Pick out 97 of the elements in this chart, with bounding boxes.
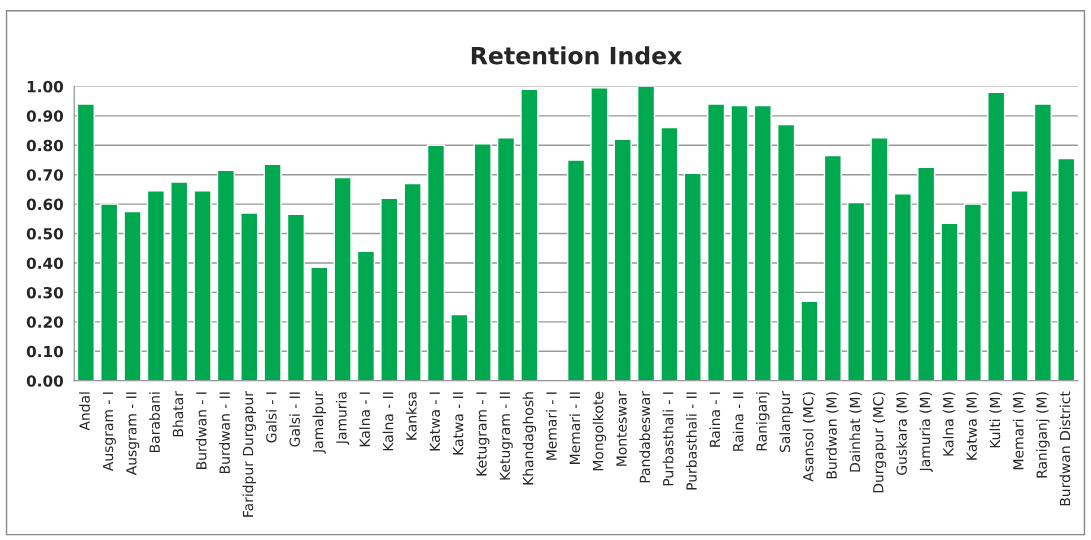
- x-tick-label: Kulti (M): [989, 392, 1002, 448]
- x-tick-label: Memari (M): [1012, 392, 1026, 470]
- x-tick-label: Burdwan (M): [826, 392, 839, 479]
- bar: [566, 159, 586, 381]
- y-tick-label: 0.50: [26, 228, 64, 240]
- x-tick-label: Kalna - II: [382, 392, 394, 451]
- bar: [823, 154, 842, 381]
- x-tick-label: Faridpur Durgapur: [242, 391, 256, 517]
- x-tick-label: Burdwan District: [1059, 391, 1071, 506]
- x-tick-label: Pandabeswar: [639, 391, 651, 483]
- bar: [310, 266, 329, 381]
- bar: [893, 193, 912, 381]
- y-tick-label: 1.00: [27, 80, 64, 93]
- bar: [1057, 157, 1076, 381]
- x-tick-label: Ketugram - II: [499, 392, 513, 480]
- bar: [940, 222, 959, 381]
- bar: [660, 126, 679, 381]
- bar: [1010, 190, 1029, 381]
- x-tick-label: Burdwan - II: [219, 392, 230, 474]
- bar: [170, 181, 189, 381]
- bar: [636, 86, 656, 381]
- bar: [730, 104, 749, 381]
- x-tick-label: Purbasthali - I: [662, 392, 674, 486]
- bar: [753, 104, 772, 381]
- bar: [450, 313, 469, 381]
- y-tick-label: 0.10: [26, 345, 64, 358]
- bar: [333, 176, 352, 381]
- x-tick-label: Kalna - I: [359, 392, 370, 447]
- x-tick-label: Raina - II: [732, 392, 744, 451]
- x-tick-label: Memari - I: [545, 392, 557, 460]
- x-tick-label: Guskara (M): [896, 392, 909, 475]
- x-tick-label: Monteswar: [616, 391, 627, 466]
- bar: [146, 190, 165, 381]
- bar: [963, 203, 982, 381]
- y-tick-label: 0.40: [26, 257, 64, 269]
- x-tick-label: Burdwan - I: [195, 392, 207, 469]
- x-tick-label: Ausgram - I: [102, 392, 116, 472]
- x-tick-label: Mongolkote: [592, 391, 607, 471]
- x-tick-label: Galsi - I: [265, 392, 277, 443]
- bar: [263, 163, 282, 381]
- x-tick-label: Andal: [79, 392, 90, 431]
- y-tick-label: 0.20: [26, 316, 64, 328]
- bar: [613, 138, 632, 381]
- x-tick-label: Raina - I: [709, 392, 721, 447]
- bar: [193, 190, 212, 381]
- bar: [356, 250, 376, 381]
- y-tick-label: 0.60: [26, 198, 64, 211]
- bar: [800, 300, 819, 381]
- y-tick-label: 0.70: [26, 169, 64, 181]
- x-tick-label: Memari - II: [569, 392, 581, 464]
- bar: [403, 182, 422, 381]
- x-tick-label: Jamuria: [335, 392, 350, 445]
- x-tick-label: Purbasthali - II: [686, 392, 697, 490]
- x-tick-label: Galsi - II: [289, 392, 300, 447]
- bar: [777, 123, 796, 381]
- x-tick-label: Khandaghosh: [522, 392, 537, 485]
- x-tick-label: Bhatar: [172, 391, 184, 437]
- y-tick-label: 0.00: [26, 375, 64, 387]
- x-tick-label: Katwa - II: [453, 392, 464, 455]
- bar: [590, 87, 609, 381]
- bar: [917, 166, 936, 381]
- bar: [496, 137, 516, 381]
- bar: [123, 210, 142, 381]
- bar: [240, 212, 259, 381]
- x-tick-label: Barabani: [149, 392, 160, 452]
- x-tick-label: Katwa (M): [966, 392, 979, 460]
- x-tick-label: Jamalpur: [312, 391, 326, 454]
- chart-title: Retention Index: [471, 46, 683, 65]
- bar: [987, 91, 1006, 381]
- bar: [847, 201, 866, 381]
- bar: [426, 144, 446, 381]
- bar: [216, 169, 236, 381]
- bar: [870, 137, 889, 381]
- bar: [380, 197, 399, 381]
- x-tick-label: Kalna (M): [942, 392, 956, 456]
- bar: [683, 172, 702, 381]
- x-tick-label: Raniganj (M): [1036, 392, 1050, 478]
- bar: [286, 213, 306, 381]
- x-tick-label: Ketugram - I: [476, 392, 490, 476]
- y-tick-label: 0.30: [26, 286, 64, 299]
- bar: [1033, 103, 1052, 381]
- x-tick-label: Asansol (MC): [802, 392, 816, 482]
- bar: [76, 103, 95, 381]
- x-tick-label: Katwa - I: [429, 392, 441, 451]
- y-tick-label: 0.80: [26, 139, 64, 152]
- x-tick-label: Jamuria (M): [919, 392, 933, 473]
- bar: [520, 88, 539, 381]
- bar: [100, 203, 119, 381]
- bar: [707, 103, 726, 381]
- x-tick-label: Salanpur: [779, 391, 793, 453]
- y-tick-label: 0.90: [26, 110, 64, 122]
- x-tick-label: Kanksa: [405, 392, 417, 440]
- x-tick-label: Ausgram - II: [126, 392, 140, 476]
- bar: [473, 143, 492, 381]
- x-tick-label: Durgapur (MC): [872, 392, 887, 493]
- x-tick-label: Raniganj: [756, 392, 770, 451]
- x-tick-label: Dainhat (M): [849, 392, 862, 472]
